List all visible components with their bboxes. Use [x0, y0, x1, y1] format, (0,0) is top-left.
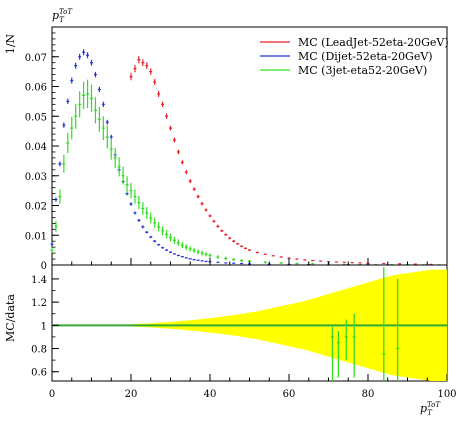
- x-label-sub: T: [427, 409, 433, 417]
- x-label-sup: ToT: [427, 401, 441, 409]
- main-panel: 0.01 0.02 0.03 0.04 0.05 0.06 0.07 0: [25, 26, 448, 272]
- y-tick-label: 0.01: [25, 231, 47, 242]
- top-label-base: p: [52, 9, 59, 22]
- main-data-layer: [50, 49, 441, 266]
- ratio-data-layer: [52, 267, 447, 381]
- top-left-label: pToT T: [52, 8, 73, 24]
- y-tick-label: 0.05: [25, 112, 47, 123]
- ratio-y-axis-label: MC/data: [4, 294, 17, 342]
- x-tick-label: 60: [283, 389, 296, 400]
- series-0: [129, 56, 433, 266]
- ratio-y-ticks: 0.6 0.8 1 1.2 1.4: [31, 275, 59, 379]
- ratio-panel: 0.6 0.8 1 1.2 1.4 0 20 40 60 80 100: [31, 264, 457, 400]
- ratio-y-tick-label: 1.4: [31, 275, 47, 286]
- series-1: [50, 49, 429, 266]
- x-tick-label: 80: [362, 389, 375, 400]
- legend-entry: MC (3jet-eta52-20GeV): [298, 64, 427, 77]
- legend-entry: MC (LeadJet-52eta-20GeV): [298, 36, 449, 49]
- x-label-base: p: [420, 402, 427, 415]
- main-y-ticks: 0.01 0.02 0.03 0.04 0.05 0.06 0.07 0: [25, 32, 59, 272]
- y-tick-label: 0.02: [25, 202, 47, 213]
- x-axis-label: pToT T: [420, 401, 441, 417]
- y-tick-label: 0.04: [25, 142, 47, 153]
- y-axis-label: 1/N: [4, 33, 17, 54]
- legend-entry: MC (Dijet-52eta-20GeV): [298, 50, 433, 63]
- ratio-y-tick-label: 1.2: [31, 298, 47, 309]
- y-tick-label: 0.07: [25, 53, 47, 64]
- legend: MC (LeadJet-52eta-20GeV)MC (Dijet-52eta-…: [260, 36, 449, 77]
- x-tick-label: 100: [437, 389, 456, 400]
- ratio-x-ticks: 0 20 40 60 80 100: [49, 374, 457, 400]
- x-tick-label: 20: [125, 389, 138, 400]
- ratio-y-tick-label: 0.8: [31, 345, 47, 356]
- top-label-sup: ToT: [59, 8, 73, 16]
- ratio-y-tick-label: 1: [41, 321, 47, 332]
- top-label-sub: T: [59, 16, 65, 24]
- y-tick-label: 0.06: [25, 83, 47, 94]
- y-tick-label-zero: 0: [41, 261, 47, 272]
- ratio-y-tick-label: 0.6: [31, 368, 47, 379]
- main-x-ticks: [51, 258, 448, 265]
- x-tick-label: 40: [204, 389, 217, 400]
- x-tick-label: 0: [49, 389, 55, 400]
- series-2: [50, 79, 441, 266]
- y-tick-label: 0.03: [25, 172, 47, 183]
